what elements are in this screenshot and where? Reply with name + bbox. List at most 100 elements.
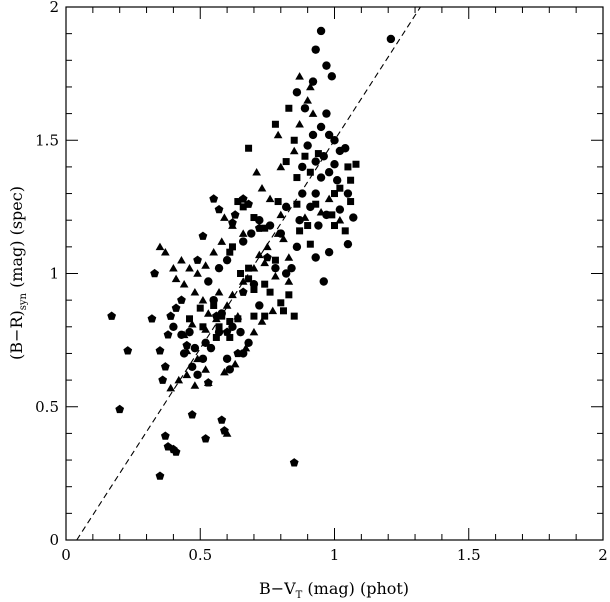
x-axis-title: B−VT (mag) (phot) (259, 579, 409, 601)
square-marker (228, 243, 236, 251)
triangle-marker (177, 255, 186, 264)
square-marker (218, 312, 226, 320)
square-marker (245, 144, 253, 152)
square-marker (261, 312, 269, 320)
square-marker (341, 227, 349, 235)
square-marker (199, 323, 207, 331)
triangle-marker (273, 130, 283, 139)
pentagon-marker (201, 434, 210, 443)
y-tick-label: 2 (49, 0, 59, 16)
fit-line (76, 6, 421, 541)
pentagon-marker (158, 375, 168, 384)
triangle-marker (182, 370, 192, 379)
y-axis-title-main: (B−R) (7, 310, 26, 360)
triangle-marker (171, 274, 181, 283)
square-marker (331, 190, 338, 198)
circle-marker (204, 277, 213, 286)
square-marker (245, 275, 253, 283)
circle-marker (295, 216, 304, 225)
pentagon-marker (209, 194, 219, 203)
triangle-marker (303, 96, 312, 104)
circle-marker (185, 327, 194, 337)
square-marker (196, 304, 204, 312)
triangle-marker (155, 242, 165, 251)
square-marker (271, 120, 279, 128)
circle-marker (311, 45, 320, 54)
triangle-marker (300, 213, 310, 221)
pentagon-marker (254, 223, 264, 232)
pentagon-marker (163, 330, 173, 339)
triangle-marker (324, 194, 334, 203)
triangle-marker (222, 301, 232, 309)
triangle-marker (233, 311, 243, 320)
square-marker (261, 224, 269, 232)
square-marker (279, 307, 287, 315)
triangle-marker (295, 120, 304, 128)
pentagon-marker (150, 268, 159, 278)
pentagon-marker (289, 458, 299, 467)
pentagon-marker (228, 218, 237, 227)
triangle-marker (268, 306, 278, 315)
circle-marker (222, 354, 232, 363)
square-marker (282, 158, 290, 166)
plot-frame (65, 6, 604, 541)
y-tick-label: 0 (49, 531, 59, 549)
x-axis-title-main: B−V (259, 579, 296, 598)
triangle-marker (203, 309, 213, 317)
circle-marker (298, 189, 307, 198)
circle-marker (316, 122, 326, 132)
x-tick-label: 0 (61, 546, 71, 564)
triangle-marker (201, 365, 210, 373)
triangle-marker (273, 229, 283, 237)
circle-marker (187, 362, 197, 371)
circle-marker (311, 189, 320, 198)
circle-marker (343, 239, 353, 249)
triangle-marker (209, 247, 219, 256)
pentagon-marker (238, 194, 248, 203)
circle-marker (311, 157, 320, 166)
circle-marker (239, 237, 248, 246)
triangle-marker (257, 184, 267, 192)
y-tick-label: 0.5 (35, 398, 59, 416)
square-marker (285, 104, 293, 112)
square-marker (347, 198, 355, 206)
pentagon-marker (244, 199, 253, 208)
square-marker (352, 160, 360, 168)
triangle-marker (169, 263, 178, 272)
triangle-marker (193, 354, 202, 363)
circle-marker (349, 213, 358, 222)
pentagon-marker (171, 447, 181, 456)
pentagon-marker (171, 303, 181, 312)
square-marker (347, 176, 355, 184)
triangle-marker (249, 263, 259, 272)
pentagon-marker (155, 471, 165, 480)
square-marker (239, 203, 247, 211)
y-axis-title-rest: (mag) (spec) (7, 186, 26, 293)
square-marker (296, 227, 304, 235)
x-tick-label: 0.5 (188, 546, 212, 564)
square-marker (271, 256, 279, 264)
pentagon-marker (238, 287, 248, 296)
triangle-marker (271, 271, 280, 280)
circle-marker (316, 26, 326, 36)
circle-marker (169, 322, 178, 331)
triangle-marker (214, 287, 224, 296)
triangle-marker (166, 383, 176, 392)
triangle-marker (217, 237, 227, 245)
triangle-marker (238, 277, 248, 285)
circle-marker (322, 109, 331, 118)
square-marker (212, 333, 220, 341)
pentagon-marker (187, 410, 197, 419)
pentagon-marker (123, 346, 133, 355)
circle-marker (316, 173, 326, 182)
pentagon-marker (198, 231, 208, 240)
square-marker (306, 240, 314, 248)
y-tick-label: 1 (49, 265, 59, 283)
pentagon-marker (263, 252, 272, 262)
triangle-marker (179, 330, 189, 339)
triangle-marker (306, 82, 315, 91)
triangle-marker (265, 194, 275, 203)
circle-marker (332, 176, 342, 185)
x-axis-title-rest: (mag) (phot) (302, 579, 409, 598)
